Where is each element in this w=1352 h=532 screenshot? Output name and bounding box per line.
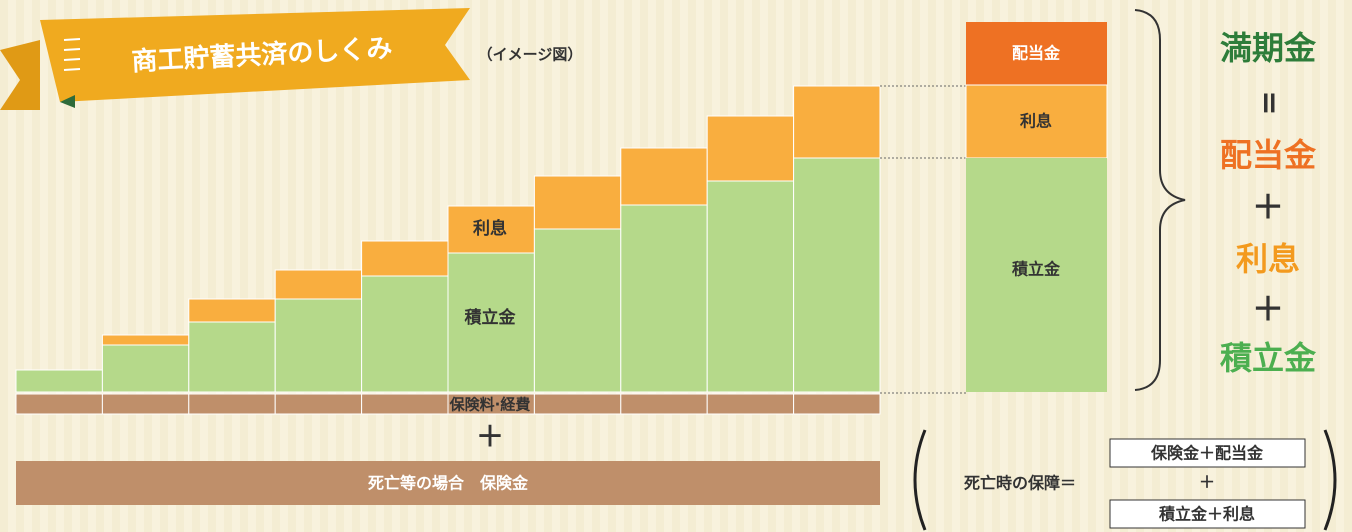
savings-step — [794, 158, 880, 392]
formula-plus-2: ＋ — [1252, 290, 1284, 328]
death-bottom: 積立金＋利息 — [1158, 505, 1255, 524]
premium-label: 保険料·経費 — [449, 396, 531, 414]
formula-maturity: 満期金 — [1220, 29, 1317, 67]
savings-step — [102, 345, 188, 392]
death-plus: ＋ — [1199, 473, 1215, 492]
savings-step — [189, 322, 275, 392]
savings-step — [621, 205, 707, 392]
premium-step — [794, 394, 880, 414]
interest-step — [621, 148, 707, 205]
death-formula-label: 死亡時の保障＝ — [964, 474, 1076, 493]
premium-step — [621, 394, 707, 414]
plus: ＋ — [476, 420, 504, 453]
formula-savings: 積立金 — [1220, 339, 1317, 377]
interest-step — [794, 86, 880, 158]
box-dividend: 配当金 — [1012, 44, 1061, 63]
savings-label: 積立金 — [465, 307, 517, 328]
formula-plus-1: ＋ — [1252, 188, 1284, 226]
diagram: 商工貯蓄共済のしくみ （イメージ図） 利息 積立金 保険料·経費 ＋ 死亡等の場… — [0, 0, 1352, 532]
formula-dividend: 配当金 — [1220, 136, 1317, 174]
interest-step — [275, 270, 361, 299]
death-benefit: 死亡等の場合 保険金 — [368, 474, 529, 493]
savings-step — [362, 276, 448, 392]
premium-step — [275, 394, 361, 414]
savings-step — [16, 370, 102, 392]
subtitle: （イメージ図） — [478, 46, 583, 64]
premium-step — [102, 394, 188, 414]
premium-step — [16, 394, 102, 414]
formula-equals: = — [1252, 90, 1287, 115]
interest-label: 利息 — [473, 218, 507, 239]
premium-step — [534, 394, 620, 414]
interest-step — [707, 116, 793, 181]
box-savings: 積立金 — [1011, 260, 1061, 279]
box-interest: 利息 — [1020, 112, 1052, 131]
savings-step — [534, 229, 620, 392]
interest-step — [189, 299, 275, 322]
savings-step — [275, 299, 361, 392]
savings-step — [707, 181, 793, 392]
premium-step — [362, 394, 448, 414]
premium-step — [189, 394, 275, 414]
death-top: 保険金＋配当金 — [1150, 444, 1264, 463]
interest-step — [534, 176, 620, 229]
interest-step — [102, 335, 188, 345]
interest-step — [362, 241, 448, 276]
formula-interest: 利息 — [1236, 240, 1300, 278]
premium-step — [707, 394, 793, 414]
